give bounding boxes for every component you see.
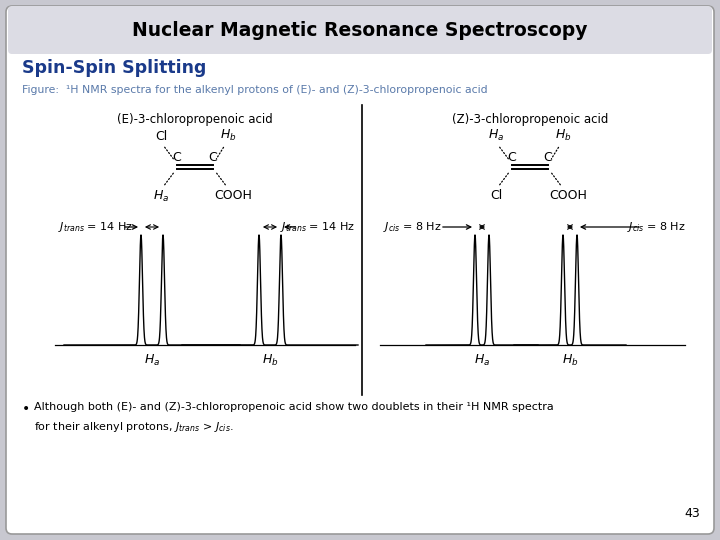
Text: $H_b$: $H_b$ xyxy=(562,353,578,368)
Text: $H_a$: $H_a$ xyxy=(144,353,160,368)
Text: $J_{trans}$ = 14 Hz: $J_{trans}$ = 14 Hz xyxy=(58,220,133,234)
Text: Figure:  ¹H NMR spectra for the alkenyl protons of (E)- and (Z)-3-chloropropenoi: Figure: ¹H NMR spectra for the alkenyl p… xyxy=(22,85,487,95)
Text: for their alkenyl protons, $J_{trans}$ > $J_{cis}$.: for their alkenyl protons, $J_{trans}$ >… xyxy=(34,420,234,434)
Text: C: C xyxy=(209,151,217,164)
Text: Spin-Spin Splitting: Spin-Spin Splitting xyxy=(22,59,207,77)
FancyBboxPatch shape xyxy=(8,6,712,54)
Text: Cl: Cl xyxy=(155,130,167,143)
Text: C: C xyxy=(508,151,516,164)
Text: $H_b$: $H_b$ xyxy=(554,128,571,143)
Text: $J_{cis}$ = 8 Hz: $J_{cis}$ = 8 Hz xyxy=(627,220,686,234)
Text: (Z)-3-chloropropenoic acid: (Z)-3-chloropropenoic acid xyxy=(452,113,608,126)
Text: Although both (E)- and (Z)-3-chloropropenoic acid show two doublets in their ¹H : Although both (E)- and (Z)-3-chloroprope… xyxy=(34,402,554,412)
Text: $H_a$: $H_a$ xyxy=(488,128,504,143)
Text: COOH: COOH xyxy=(549,189,587,202)
Text: $H_a$: $H_a$ xyxy=(153,189,169,204)
FancyBboxPatch shape xyxy=(6,6,714,534)
Text: $H_b$: $H_b$ xyxy=(220,128,236,143)
Text: Cl: Cl xyxy=(490,189,502,202)
Text: Nuclear Magnetic Resonance Spectroscopy: Nuclear Magnetic Resonance Spectroscopy xyxy=(132,21,588,39)
Text: COOH: COOH xyxy=(214,189,252,202)
Text: C: C xyxy=(173,151,181,164)
Text: •: • xyxy=(22,402,30,416)
Text: 43: 43 xyxy=(684,507,700,520)
Text: $H_b$: $H_b$ xyxy=(262,353,278,368)
Text: $J_{trans}$ = 14 Hz: $J_{trans}$ = 14 Hz xyxy=(280,220,355,234)
Text: (E)-3-chloropropenoic acid: (E)-3-chloropropenoic acid xyxy=(117,113,273,126)
Text: $H_a$: $H_a$ xyxy=(474,353,490,368)
Text: C: C xyxy=(544,151,552,164)
Text: $J_{cis}$ = 8 Hz: $J_{cis}$ = 8 Hz xyxy=(383,220,441,234)
